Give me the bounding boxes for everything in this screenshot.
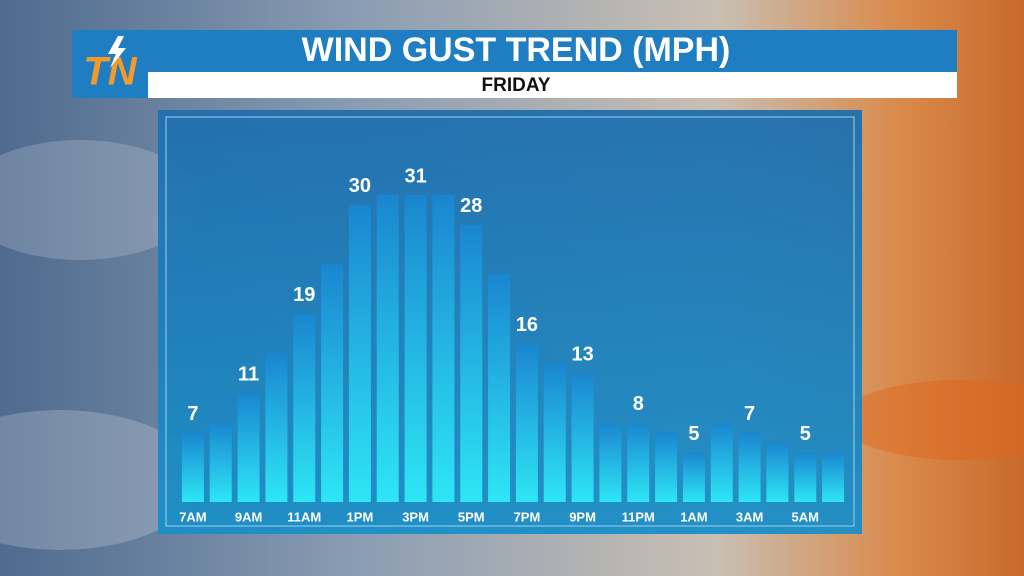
x-tick-label: 7AM — [179, 509, 206, 524]
bar — [571, 373, 594, 502]
data-label: 19 — [293, 284, 315, 306]
x-tick-label: 7PM — [514, 509, 541, 524]
x-tick-label: 3PM — [402, 509, 429, 524]
bar — [655, 432, 678, 502]
bar — [293, 313, 316, 502]
data-label: 31 — [404, 165, 426, 187]
plot-border — [165, 116, 855, 527]
bar — [543, 363, 566, 502]
cloud — [0, 140, 200, 260]
cloud — [840, 380, 1024, 460]
bar — [265, 353, 288, 502]
data-label: 7 — [744, 403, 755, 425]
bar — [237, 393, 260, 502]
x-tick-label: 1PM — [347, 509, 374, 524]
bar — [515, 343, 538, 502]
logo-bolt — [108, 36, 126, 68]
chart-subtitle: FRIDAY — [482, 75, 551, 96]
logo: TN — [83, 50, 137, 94]
x-tick-label: 11PM — [622, 509, 655, 524]
bar — [376, 195, 399, 502]
bar — [404, 195, 427, 502]
subtitle-bar — [148, 72, 957, 98]
logo-box — [72, 30, 148, 98]
bar — [432, 195, 455, 502]
x-tick-label: 9AM — [235, 509, 262, 524]
bar — [460, 224, 483, 503]
bar — [682, 452, 705, 502]
x-tick-label: 9PM — [569, 509, 596, 524]
data-label: 5 — [688, 423, 699, 445]
data-label: 7 — [187, 403, 198, 425]
bar — [348, 204, 371, 502]
data-label: 28 — [460, 195, 482, 217]
data-label: 5 — [800, 423, 811, 445]
data-label: 16 — [516, 314, 538, 336]
bar — [822, 452, 845, 502]
bar — [710, 422, 733, 502]
bar — [321, 264, 344, 502]
bar — [766, 442, 789, 502]
bar — [794, 452, 817, 502]
x-tick-label: 5PM — [458, 509, 485, 524]
x-tick-label: 5AM — [792, 509, 819, 524]
data-label: 13 — [571, 344, 593, 366]
bar — [209, 422, 232, 502]
data-label: 11 — [238, 363, 259, 385]
data-label: 30 — [349, 175, 371, 197]
cloud — [0, 410, 200, 550]
x-tick-label: 3AM — [736, 509, 763, 524]
bar — [181, 432, 204, 502]
bar — [627, 422, 650, 502]
chart-title: WIND GUST TREND (MPH) — [302, 31, 731, 69]
bar — [599, 422, 622, 502]
x-tick-label: 11AM — [287, 509, 321, 524]
bar — [738, 432, 761, 502]
header-bar — [72, 30, 957, 72]
x-tick-label: 1AM — [680, 509, 707, 524]
data-label: 8 — [633, 393, 644, 415]
bar — [488, 274, 511, 502]
